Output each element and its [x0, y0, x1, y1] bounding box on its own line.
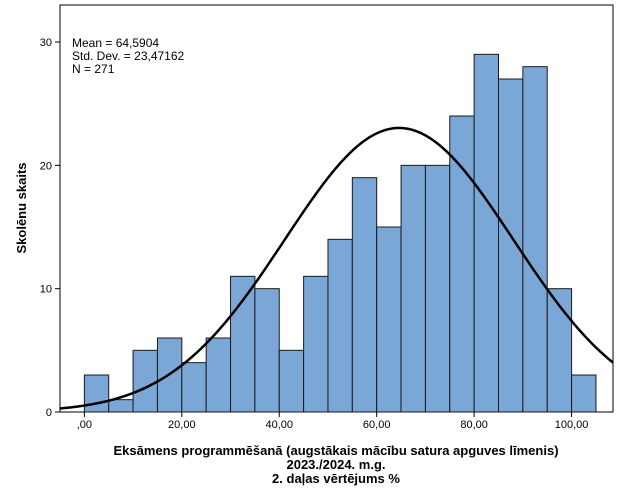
- histogram-bar: [546, 288, 573, 413]
- y-tick-label: 30: [40, 37, 52, 49]
- histogram-bar: [327, 238, 353, 413]
- y-tick-label: 10: [40, 284, 52, 296]
- histogram-bar: [205, 337, 232, 413]
- y-axis-title: Skolēnu skaits: [14, 162, 29, 253]
- x-axis-title-line-1: Eksāmens programmēšanā (augstākais mācīb…: [113, 443, 558, 458]
- x-tick-label: 60,00: [363, 419, 391, 431]
- histogram-bar: [376, 226, 402, 413]
- histogram-bar: [449, 115, 475, 413]
- x-axis-title-line-3: 2. daļas vērtējums %: [272, 471, 400, 486]
- histogram-bar: [83, 374, 110, 413]
- x-axis-title-line-2: 2023./2024. m.g.: [286, 457, 385, 472]
- histogram-bar: [424, 164, 451, 413]
- y-tick-label: 0: [46, 407, 52, 419]
- x-tick-label: 20,00: [168, 419, 196, 431]
- histogram-bar: [230, 275, 256, 413]
- stat-n: N = 271: [72, 62, 115, 76]
- x-axis-ticks: ,00 20,00 40,00 60,00 80,00 100,00: [77, 412, 589, 431]
- histogram-bar: [351, 177, 378, 413]
- histogram-bar: [278, 349, 305, 413]
- normal-curve: [59, 126, 614, 410]
- histogram-bar: [571, 374, 597, 413]
- histogram-bar: [108, 399, 134, 413]
- stat-mean: Mean = 64,5904: [72, 36, 159, 50]
- histogram-bar: [303, 275, 329, 413]
- y-axis-ticks: 0 10 20 30: [40, 37, 60, 419]
- histogram-bar: [498, 78, 524, 413]
- x-tick-label: 40,00: [265, 419, 293, 431]
- histogram-bar: [181, 362, 207, 413]
- x-tick-label: 80,00: [460, 419, 488, 431]
- histogram-bar: [400, 164, 426, 413]
- histogram-bar: [522, 66, 548, 413]
- stat-std-dev: Std. Dev. = 23,47162: [72, 49, 185, 63]
- x-tick-label: ,00: [77, 419, 92, 431]
- y-tick-label: 20: [40, 160, 52, 172]
- histogram-bar: [254, 288, 280, 413]
- histogram-bar: [473, 53, 500, 413]
- histogram-bars: [83, 53, 597, 413]
- histogram-bar: [132, 349, 158, 413]
- x-tick-label: 100,00: [555, 419, 589, 431]
